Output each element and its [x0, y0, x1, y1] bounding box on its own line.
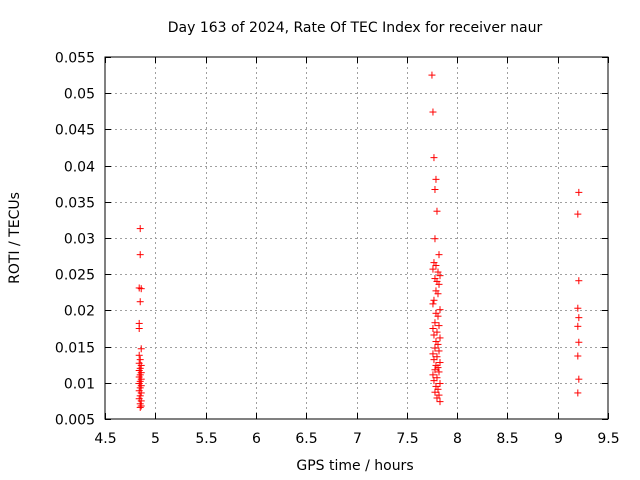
x-tick-label: 7 [353, 431, 362, 447]
data-point [431, 366, 439, 374]
data-point [434, 268, 442, 276]
x-tick-label: 6.5 [295, 431, 317, 447]
data-point [436, 334, 444, 342]
data-point [428, 71, 436, 79]
x-tick-label: 5 [151, 431, 160, 447]
data-point [436, 380, 444, 388]
data-point [434, 290, 442, 298]
data-point [136, 384, 144, 392]
x-tick-label: 5.5 [195, 431, 217, 447]
data-point [137, 285, 145, 293]
grid [105, 57, 608, 419]
data-point [430, 356, 438, 364]
y-tick-label: 0.05 [64, 87, 95, 103]
data-point [433, 207, 441, 215]
x-tick-labels: 4.5 5 5.5 6 6.5 7 7.5 8 8.5 9 9.5 [94, 431, 619, 447]
data-point [135, 325, 143, 332]
data-point [429, 300, 437, 308]
data-point [137, 345, 145, 353]
x-tick-label: 9.5 [597, 431, 619, 447]
data-point [436, 272, 444, 280]
y-tick-label: 0.025 [55, 268, 95, 284]
data-point [434, 340, 442, 348]
data-point [433, 394, 441, 402]
data-point [433, 353, 441, 361]
data-point [429, 371, 437, 379]
data-point [431, 344, 439, 352]
data-point [431, 185, 439, 193]
data-point [431, 319, 439, 327]
data-point [431, 235, 439, 243]
data-point [430, 377, 438, 385]
y-tick-label: 0.055 [55, 51, 95, 67]
data-point [429, 108, 437, 116]
data-point [433, 328, 441, 336]
data-point [435, 280, 443, 288]
data-point [137, 402, 145, 410]
data-point [575, 314, 583, 322]
x-tick-label: 7.5 [396, 431, 418, 447]
y-tick-label: 0.015 [55, 341, 95, 357]
data-point [436, 306, 444, 314]
y-tick-label: 0.02 [64, 304, 95, 320]
x-tick-label: 8 [453, 431, 462, 447]
data-point [434, 385, 442, 393]
data-point [429, 350, 437, 358]
data-point [435, 368, 443, 376]
data-point [575, 277, 583, 285]
x-tick-label: 6 [252, 431, 261, 447]
x-tick-label: 4.5 [94, 431, 116, 447]
data-point [430, 331, 438, 339]
plot-frame [104, 56, 609, 420]
x-tick-label: 8.5 [496, 431, 518, 447]
y-tick-labels: 0.005 0.01 0.015 0.02 0.025 0.03 0.035 0.04 0.04… [55, 51, 95, 429]
data-point [429, 325, 437, 332]
y-tick-label: 0.01 [64, 377, 95, 393]
data-point [434, 312, 442, 320]
data-point [435, 322, 443, 330]
x-tick-label: 9 [554, 431, 563, 447]
data-point [432, 262, 440, 270]
y-tick-label: 0.04 [64, 160, 95, 176]
data-point [574, 352, 582, 360]
data-point [135, 351, 143, 359]
data-point [430, 154, 438, 162]
chart-title: Day 163 of 2024, Rate Of TEC Index for r… [168, 20, 543, 36]
data-point [136, 225, 144, 233]
data-point [574, 304, 582, 312]
y-tick-label: 0.03 [64, 232, 95, 248]
y-tick-label: 0.005 [55, 413, 95, 429]
data-point [436, 398, 444, 406]
data-point [137, 361, 145, 369]
data-point [429, 265, 437, 273]
data-point [574, 322, 582, 330]
data-point [435, 347, 443, 355]
data-point [436, 359, 444, 367]
data-point [435, 251, 443, 259]
data-point [136, 251, 144, 259]
data-point [430, 296, 438, 304]
data-point [136, 298, 144, 306]
data-point [432, 175, 440, 183]
data-point [575, 375, 583, 383]
y-tick-label: 0.035 [55, 196, 95, 212]
x-axis-label: GPS time / hours [296, 458, 413, 474]
data-point [136, 356, 144, 364]
data-point [136, 392, 144, 400]
data-point [431, 388, 439, 396]
data-point [574, 210, 582, 218]
data-point [433, 374, 441, 382]
data-point [136, 403, 144, 411]
data-points [135, 71, 583, 411]
y-axis-label: ROTI / TECUs [7, 192, 23, 284]
y-tick-label: 0.045 [55, 123, 95, 139]
data-point [574, 389, 582, 397]
data-point [137, 389, 145, 397]
data-point [575, 188, 583, 196]
data-point [575, 338, 583, 346]
